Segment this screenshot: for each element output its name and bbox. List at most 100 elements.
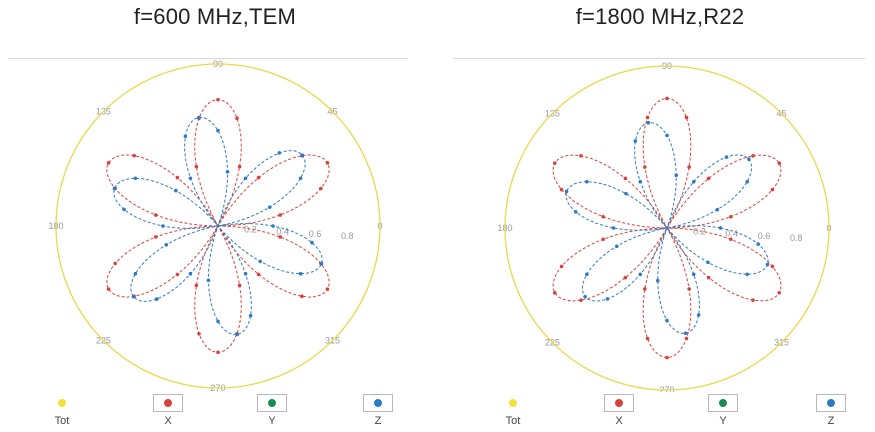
radial-tick-label: 0.2	[693, 226, 706, 236]
data-point	[133, 176, 138, 181]
legend-item-tot[interactable]: Tot	[42, 394, 82, 427]
data-point	[638, 272, 643, 277]
data-point	[765, 262, 770, 267]
data-point	[605, 297, 610, 301]
data-point	[665, 318, 669, 323]
data-point	[623, 176, 628, 181]
legend-marker-y	[719, 399, 727, 407]
data-point	[106, 161, 111, 165]
data-point	[745, 179, 749, 184]
data-point	[278, 213, 283, 217]
data-point	[601, 237, 605, 242]
data-point	[684, 115, 689, 120]
data-point	[188, 176, 193, 181]
data-point	[751, 298, 755, 302]
data-point	[310, 240, 314, 245]
data-point	[770, 264, 775, 269]
radial-tick-label: 0.8	[790, 233, 803, 243]
data-point	[298, 176, 303, 181]
data-point	[278, 235, 283, 239]
data-point	[687, 287, 691, 291]
data-point	[751, 154, 755, 158]
data-point	[552, 291, 557, 295]
data-point	[174, 188, 178, 193]
legend-item-z[interactable]: Z	[358, 394, 398, 427]
data-point	[552, 161, 557, 165]
data-point	[715, 207, 720, 212]
data-point	[153, 213, 158, 217]
data-point	[611, 226, 616, 230]
data-point	[729, 237, 733, 242]
data-point	[729, 214, 733, 219]
data-point	[718, 226, 723, 230]
data-point	[194, 283, 199, 288]
data-point	[113, 261, 117, 266]
data-point	[706, 275, 711, 280]
data-point	[691, 179, 696, 184]
data-point	[724, 155, 729, 159]
legend-item-x[interactable]: X	[599, 394, 639, 427]
data-point	[235, 332, 239, 337]
legend-item-tot[interactable]: Tot	[493, 394, 533, 427]
data-point	[131, 295, 136, 299]
data-point	[161, 224, 165, 228]
legend-marker-y	[268, 399, 276, 407]
data-point	[579, 154, 583, 158]
data-point	[216, 350, 220, 355]
data-point	[574, 210, 578, 214]
data-point	[237, 283, 242, 288]
data-point	[256, 175, 261, 180]
data-point	[319, 186, 323, 191]
data-point	[643, 287, 647, 291]
data-point	[645, 336, 650, 341]
legend-item-y[interactable]: Y	[703, 394, 743, 427]
data-point	[623, 275, 628, 280]
data-point	[683, 331, 688, 336]
legend-label: Z	[374, 415, 382, 427]
data-point	[624, 191, 628, 196]
data-point	[706, 260, 710, 265]
data-point	[706, 176, 711, 181]
data-point	[256, 272, 261, 277]
title-divider	[8, 58, 408, 59]
data-point	[194, 164, 199, 169]
legend: Tot X Y Z	[0, 394, 430, 432]
legend-marker-x	[164, 399, 172, 407]
data-point	[175, 272, 180, 277]
radial-tick-label: 0.4	[725, 229, 738, 239]
radial-tick-label: 0.6	[758, 231, 771, 241]
legend-marker-z	[374, 399, 382, 407]
legend-item-x[interactable]: X	[148, 394, 188, 427]
data-point	[747, 157, 751, 162]
radial-tick-label: 0.6	[309, 229, 322, 239]
data-point	[583, 294, 587, 299]
data-point	[646, 120, 651, 125]
legend-marker-z	[827, 399, 835, 407]
title-divider	[453, 58, 865, 59]
legend-label: Tot	[505, 415, 521, 427]
data-point	[300, 294, 304, 299]
data-point	[633, 139, 638, 143]
data-point	[645, 115, 650, 120]
data-point	[300, 153, 305, 157]
data-point	[175, 175, 180, 180]
data-point	[216, 128, 220, 133]
data-point	[267, 205, 272, 209]
data-point	[325, 287, 330, 291]
data-point	[559, 187, 564, 192]
data-point	[132, 153, 136, 158]
data-point	[687, 165, 691, 169]
data-point	[112, 186, 117, 191]
data-point	[674, 173, 679, 178]
radial-tick-label: 0.8	[341, 231, 354, 241]
legend-item-z[interactable]: Z	[811, 394, 851, 427]
data-point	[777, 161, 782, 165]
data-point	[197, 331, 201, 336]
series-tot	[55, 63, 381, 389]
legend-marker-x	[615, 399, 623, 407]
data-point	[243, 271, 248, 276]
data-point	[691, 272, 696, 277]
legend-item-y[interactable]: Y	[252, 394, 292, 427]
